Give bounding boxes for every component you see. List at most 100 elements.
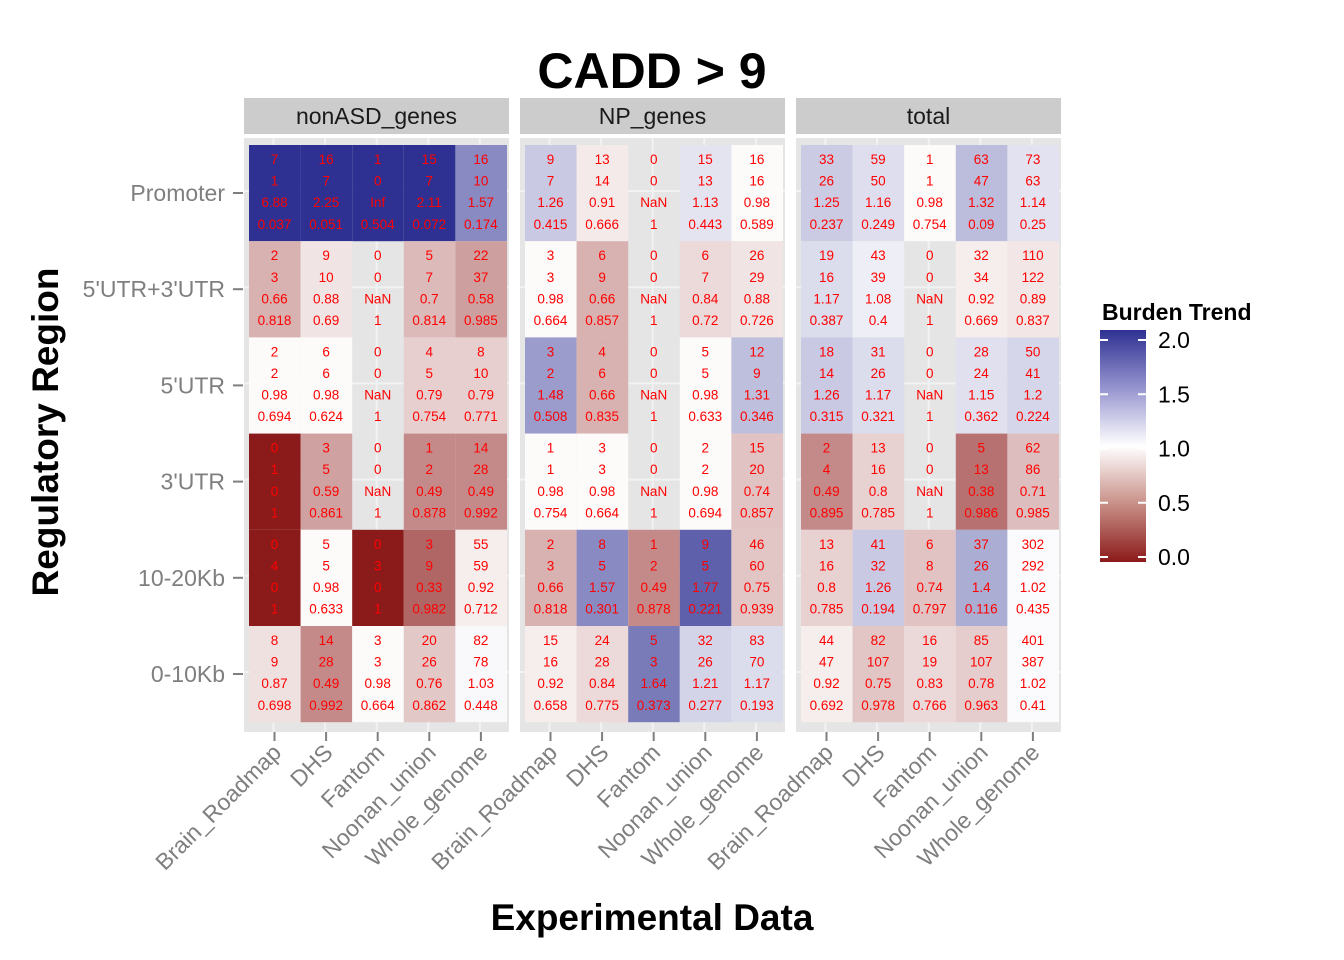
heatmap-cell <box>955 145 1008 242</box>
cell-value-label: 16 <box>319 152 334 167</box>
heatmap-cell <box>731 433 783 530</box>
cell-value-label: 4 <box>598 344 606 359</box>
heatmap-cell <box>352 626 404 723</box>
cell-value-label: 6 <box>926 537 934 552</box>
heatmap-cell <box>576 626 629 723</box>
cell-value-label: 28 <box>974 344 989 359</box>
cell-value-label: 1.16 <box>865 195 891 210</box>
cell-value-label: 39 <box>871 270 886 285</box>
cell-value-label: 1.26 <box>865 580 891 595</box>
heatmap-cell <box>455 529 507 626</box>
cell-value-label: 0.59 <box>313 484 339 499</box>
cell-value-label: NaN <box>640 484 667 499</box>
heatmap-cell <box>249 337 301 434</box>
heatmap-cell <box>955 337 1008 434</box>
cell-value-label: 0 <box>650 441 658 456</box>
heatmap-cell <box>300 241 353 338</box>
cell-value-label: 0.835 <box>585 409 619 424</box>
cell-value-label: 5 <box>322 558 330 573</box>
cell-value-label: 3 <box>547 248 555 263</box>
heatmap-cell <box>955 529 1008 626</box>
cell-value-label: 59 <box>871 152 886 167</box>
cell-value-label: 37 <box>974 537 989 552</box>
cell-value-label: 1.13 <box>692 195 718 210</box>
cell-value-label: 7 <box>547 174 555 189</box>
cell-value-label: 0.862 <box>412 698 446 713</box>
cell-value-label: 0.7 <box>420 291 439 306</box>
cell-value-label: 0 <box>374 174 382 189</box>
heatmap-cell <box>904 626 956 723</box>
cell-value-label: 0 <box>271 484 279 499</box>
cell-value-label: 47 <box>974 174 989 189</box>
cell-value-label: 0 <box>926 248 934 263</box>
cell-value-label: 7 <box>702 270 710 285</box>
heatmap-cell <box>801 337 853 434</box>
cell-value-label: 1.48 <box>537 388 563 403</box>
cell-value-label: 31 <box>871 344 886 359</box>
cell-value-label: 26 <box>871 366 886 381</box>
cell-value-label: 73 <box>1025 152 1040 167</box>
cell-value-label: 0.84 <box>589 676 616 691</box>
cell-value-label: 0.49 <box>813 484 839 499</box>
heatmap-cell <box>525 337 577 434</box>
cell-value-label: 9 <box>702 537 710 552</box>
cell-value-label: 1 <box>926 505 934 520</box>
cell-value-label: 0.985 <box>464 313 498 328</box>
cell-value-label: 83 <box>749 633 764 648</box>
heatmap-cell <box>403 337 456 434</box>
cell-value-label: 43 <box>871 248 886 263</box>
cell-value-label: 16 <box>543 655 558 670</box>
cell-value-label: 0.249 <box>861 217 895 232</box>
heatmap-cell <box>249 529 301 626</box>
cell-value-label: 0.448 <box>464 698 498 713</box>
cell-value-label: 0.91 <box>589 195 615 210</box>
cell-value-label: 0.92 <box>537 676 563 691</box>
cell-value-label: 0.98 <box>313 388 339 403</box>
cell-value-label: 5 <box>650 633 658 648</box>
cell-value-label: 0 <box>926 441 934 456</box>
heatmap-cell <box>525 145 577 242</box>
cell-value-label: 0.992 <box>309 698 343 713</box>
cell-value-label: 0.98 <box>589 484 615 499</box>
cell-value-label: 60 <box>749 558 764 573</box>
cell-value-label: 24 <box>974 366 990 381</box>
cell-value-label: NaN <box>916 291 943 306</box>
cell-value-label: 2 <box>702 441 710 456</box>
heatmap-cell <box>679 145 732 242</box>
cell-value-label: 0.712 <box>464 602 498 617</box>
cell-value-label: 10 <box>473 366 488 381</box>
heatmap-cell <box>852 337 905 434</box>
cell-value-label: 78 <box>473 655 488 670</box>
heatmap-cell <box>731 145 783 242</box>
cell-value-label: 0.58 <box>468 291 494 306</box>
heatmap-cell <box>525 433 577 530</box>
cell-value-label: 2.25 <box>313 195 339 210</box>
cell-value-label: 13 <box>595 152 610 167</box>
cell-value-label: 0.174 <box>464 217 498 232</box>
heatmap-cell <box>455 241 507 338</box>
cell-value-label: 28 <box>319 655 334 670</box>
cell-value-label: 1 <box>426 441 434 456</box>
legend-tick-label: 0.0 <box>1158 544 1190 570</box>
cell-value-label: 19 <box>819 248 834 263</box>
heatmap-cell <box>455 337 507 434</box>
cell-value-label: 0.666 <box>585 217 619 232</box>
cell-value-label: 0.658 <box>534 698 568 713</box>
cell-value-label: 26 <box>422 655 437 670</box>
cell-value-label: 0.754 <box>913 217 947 232</box>
panel-strip <box>796 98 1061 134</box>
cell-value-label: 0.664 <box>585 505 619 520</box>
heatmap-cell <box>801 433 853 530</box>
cell-value-label: 14 <box>819 366 835 381</box>
cell-value-label: 3 <box>271 270 279 285</box>
cell-value-label: 0.98 <box>537 291 563 306</box>
cell-value-label: 0 <box>650 152 658 167</box>
cell-value-label: 0.818 <box>258 313 292 328</box>
cell-value-label: 0.49 <box>468 484 494 499</box>
heatmap-cell <box>300 529 353 626</box>
cell-value-label: 0.589 <box>740 217 774 232</box>
cell-value-label: 9 <box>322 248 330 263</box>
heatmap-cell <box>300 433 353 530</box>
cell-value-label: 28 <box>595 655 610 670</box>
heatmap-cell <box>731 241 783 338</box>
